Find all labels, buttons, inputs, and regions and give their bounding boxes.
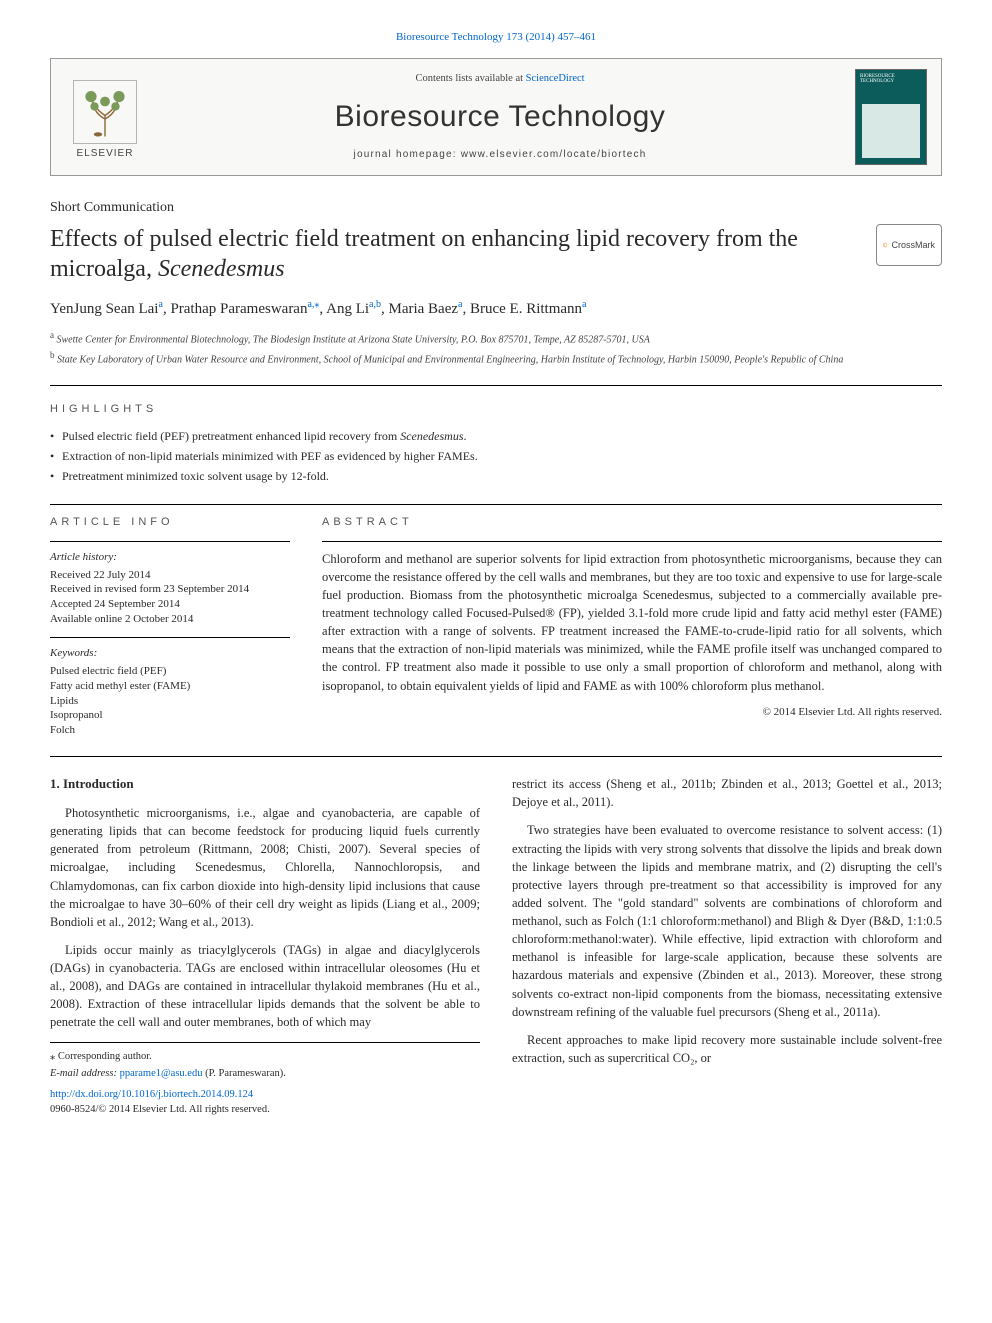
keyword: Fatty acid methyl ester (FAME) (50, 679, 290, 694)
abstract-column: ABSTRACT Chloroform and methanol are sup… (322, 515, 942, 738)
history-title: Article history: (50, 550, 290, 566)
author-3-affil[interactable]: a,b (369, 299, 381, 310)
author-1-affil[interactable]: a (158, 299, 162, 310)
article-title: Effects of pulsed electric field treatme… (50, 224, 856, 284)
highlight-item: Pretreatment minimized toxic solvent usa… (50, 468, 942, 485)
cover-line-2: TECHNOLOGY (860, 79, 894, 84)
author-1: YenJung Sean Lai (50, 301, 158, 317)
affiliation-a: a Swette Center for Environmental Biotec… (50, 329, 942, 347)
section-1-heading: 1. Introduction (50, 775, 480, 794)
homepage-prefix: journal homepage: (354, 149, 461, 160)
author-list: YenJung Sean Laia, Prathap Parameswarana… (50, 298, 942, 321)
sciencedirect-link[interactable]: ScienceDirect (526, 73, 585, 84)
journal-header: ELSEVIER Contents lists available at Sci… (50, 58, 942, 176)
journal-homepage: journal homepage: www.elsevier.com/locat… (145, 148, 855, 163)
author-3: Ang Li (326, 301, 369, 317)
highlights-heading: HIGHLIGHTS (50, 402, 942, 418)
keyword: Isopropanol (50, 708, 290, 723)
copyright-line: © 2014 Elsevier Ltd. All rights reserved… (322, 705, 942, 721)
history-line: Accepted 24 September 2014 (50, 597, 290, 612)
article-info-heading: ARTICLE INFO (50, 515, 290, 531)
issn-copyright: 0960-8524/© 2014 Elsevier Ltd. All right… (50, 1104, 270, 1115)
rule-1 (50, 385, 942, 386)
crossmark-icon (883, 233, 887, 257)
author-4: Maria Baez (388, 301, 458, 317)
title-genus: Scenedesmus (158, 256, 285, 282)
author-5-affil[interactable]: a (582, 299, 586, 310)
highlight-item: Pulsed electric field (PEF) pretreatment… (50, 428, 942, 445)
corresp-email-who: (P. Parameswaran). (202, 1068, 285, 1079)
body-paragraph: Photosynthetic microorganisms, i.e., alg… (50, 804, 480, 931)
body-paragraph: restrict its access (Sheng et al., 2011b… (512, 775, 942, 811)
body-paragraph: Lipids occur mainly as triacylglycerols … (50, 941, 480, 1032)
corresp-email-line: E-mail address: pparame1@asu.edu (P. Par… (50, 1066, 480, 1081)
author-4-affil[interactable]: a (458, 299, 462, 310)
contents-prefix: Contents lists available at (415, 73, 525, 84)
highlights-list: Pulsed electric field (PEF) pretreatment… (50, 428, 942, 486)
rule-3 (50, 756, 942, 757)
history-line: Received in revised form 23 September 20… (50, 582, 290, 597)
crossmark-badge[interactable]: CrossMark (876, 224, 942, 266)
affiliation-b-text: State Key Laboratory of Urban Water Reso… (57, 354, 843, 365)
body-two-column: 1. Introduction Photosynthetic microorga… (50, 775, 942, 1117)
history-line: Received 22 July 2014 (50, 568, 290, 583)
author-2-corresp[interactable]: ⁎ (314, 299, 319, 310)
header-center: Contents lists available at ScienceDirec… (145, 71, 855, 162)
top-citation: Bioresource Technology 173 (2014) 457–46… (50, 30, 942, 46)
contents-lists-line: Contents lists available at ScienceDirec… (145, 71, 855, 86)
keywords-title: Keywords: (50, 646, 290, 662)
crossmark-label: CrossMark (891, 239, 935, 252)
body-paragraph: Two strategies have been evaluated to ov… (512, 821, 942, 1020)
citation-link[interactable]: Bioresource Technology 173 (2014) 457–46… (396, 31, 596, 43)
homepage-url[interactable]: www.elsevier.com/locate/biortech (461, 149, 647, 160)
keyword: Folch (50, 723, 290, 738)
corresp-email-link[interactable]: pparame1@asu.edu (120, 1068, 203, 1079)
email-label: E-mail address: (50, 1068, 120, 1079)
rule-2 (50, 504, 942, 505)
elsevier-tree-icon (70, 77, 140, 147)
keyword: Lipids (50, 694, 290, 709)
affiliation-a-text: Swette Center for Environmental Biotechn… (57, 334, 650, 345)
keyword: Pulsed electric field (PEF) (50, 664, 290, 679)
elsevier-wordmark: ELSEVIER (77, 147, 134, 162)
abstract-text: Chloroform and methanol are superior sol… (322, 550, 942, 695)
body-paragraph: Recent approaches to make lipid recovery… (512, 1031, 942, 1067)
author-2: Prathap Parameswaran (170, 301, 307, 317)
doi-link[interactable]: http://dx.doi.org/10.1016/j.biortech.201… (50, 1089, 253, 1100)
affiliation-b: b State Key Laboratory of Urban Water Re… (50, 349, 942, 367)
article-info-column: ARTICLE INFO Article history: Received 2… (50, 515, 290, 738)
highlight-item: Extraction of non-lipid materials minimi… (50, 448, 942, 465)
corresp-star-line: ⁎ Corresponding author. (50, 1049, 480, 1064)
corresponding-author-block: ⁎ Corresponding author. E-mail address: … (50, 1042, 480, 1118)
article-type: Short Communication (50, 198, 942, 218)
journal-name: Bioresource Technology (145, 95, 855, 139)
history-line: Available online 2 October 2014 (50, 612, 290, 627)
abstract-heading: ABSTRACT (322, 515, 942, 531)
journal-cover-thumb: BIORESOURCETECHNOLOGY (855, 69, 927, 165)
elsevier-logo: ELSEVIER (65, 72, 145, 162)
author-5: Bruce E. Rittmann (470, 301, 582, 317)
